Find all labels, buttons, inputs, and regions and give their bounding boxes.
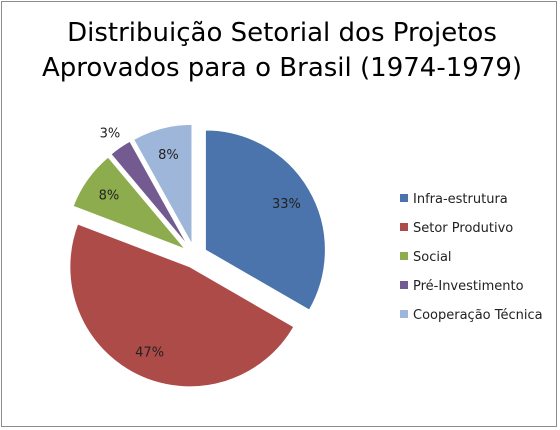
chart-title: Distribuição Setorial dos Projetos Aprov…: [32, 16, 532, 86]
pie-slice-label: 3%: [100, 126, 121, 141]
pie-slice-cooperacao-tecnica: [132, 123, 193, 247]
legend-swatch: [400, 252, 408, 260]
pie-slice-social: [72, 156, 187, 251]
legend-swatch: [400, 281, 408, 289]
pie-slices: [69, 123, 326, 388]
pie-slice-label: 8%: [99, 189, 120, 204]
pie-slice-label: 33%: [272, 197, 301, 212]
pie-slice-labels: 33% 47% 8% 3% 8%: [99, 126, 301, 360]
legend-swatch: [400, 310, 408, 318]
pie-slice-label: 47%: [135, 345, 164, 360]
legend-swatch: [400, 223, 408, 231]
legend: Infra-estrutura Setor Produtivo Social Pré-…: [400, 192, 543, 323]
pie-slice-pre-investimento: [110, 140, 189, 247]
legend-label: Infra-estrutura: [413, 192, 508, 207]
chart-title-line-2: Aprovados para o Brasil (1974-1979): [41, 53, 523, 83]
legend-label: Setor Produtivo: [413, 221, 513, 236]
legend-label: Cooperação Técnica: [413, 308, 543, 323]
pie-slice-setor-produtivo: [69, 223, 295, 388]
legend-label: Social: [413, 250, 452, 265]
legend-swatch: [400, 194, 408, 202]
chart-title-line-1: Distribuição Setorial dos Projetos: [67, 18, 497, 48]
pie-slice-label: 8%: [158, 148, 179, 163]
legend-label: Pré-Investimento: [413, 279, 524, 294]
pie-slice-infra-estrutura: [204, 129, 326, 311]
